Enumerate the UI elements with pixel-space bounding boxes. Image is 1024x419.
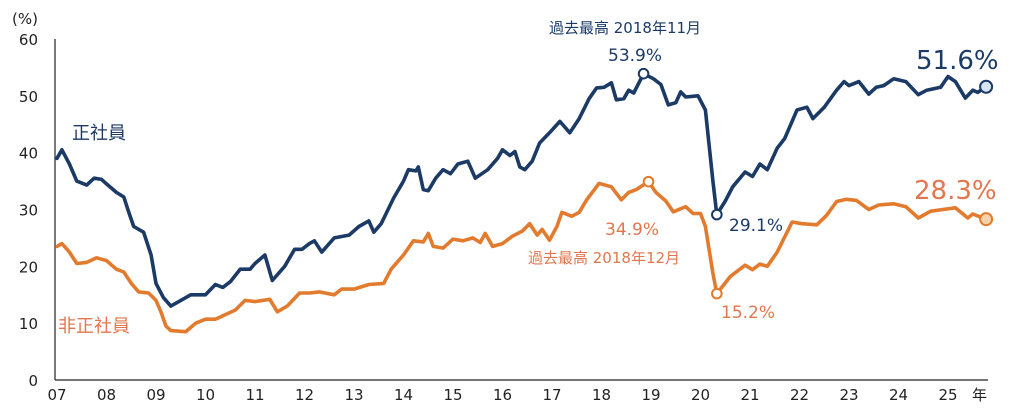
regular-series-label: 正社員 [72, 123, 126, 144]
nonregular-series-label: 非正社員 [58, 316, 130, 337]
regular-peak-caption: 過去最高 2018年11月 [549, 19, 701, 37]
regular-series-line [55, 71, 988, 308]
data-point-marker [711, 287, 723, 300]
regular-peak-value: 53.9% [608, 46, 662, 66]
y-tick-label: 10 [19, 315, 38, 333]
x-tick-label: 08 [97, 386, 116, 404]
x-tick-label: 15 [443, 386, 462, 404]
x-tick-label: 10 [196, 386, 215, 404]
x-tick-label: 13 [344, 386, 363, 404]
x-axis-unit: 年 [972, 386, 987, 404]
x-tick-label: 17 [542, 386, 561, 404]
x-tick-label: 19 [641, 386, 660, 404]
x-tick-label: 24 [889, 386, 908, 404]
y-tick-label: 40 [19, 145, 38, 163]
x-tick-label: 11 [245, 386, 264, 404]
nonregular-peak-value: 34.9% [605, 220, 659, 240]
x-tick-label: 18 [592, 386, 611, 404]
x-tick-label: 07 [47, 386, 66, 404]
y-axis-ticks: 0 10 20 30 40 50 60 [19, 31, 38, 390]
x-tick-label: 12 [295, 386, 314, 404]
x-tick-label: 21 [740, 386, 759, 404]
data-point-marker [979, 212, 994, 227]
nonregular-peak-caption: 過去最高 2018年12月 [528, 249, 680, 267]
data-point-marker [637, 67, 650, 80]
y-tick-label: 50 [19, 88, 38, 106]
data-point-marker [979, 79, 994, 94]
x-tick-label: 16 [493, 386, 512, 404]
y-tick-label: 20 [19, 258, 38, 276]
x-tick-label: 25 [938, 386, 957, 404]
y-tick-label: 60 [19, 31, 38, 49]
nonregular-latest-value: 28.3% [914, 176, 997, 206]
nonregular-series-line [55, 179, 988, 334]
x-tick-label: 20 [691, 386, 710, 404]
x-tick-label: 14 [394, 386, 413, 404]
x-tick-label: 22 [790, 386, 809, 404]
regular-latest-value: 51.6% [916, 46, 999, 76]
regular-trough-value: 29.1% [729, 216, 783, 236]
y-tick-label: 30 [19, 202, 38, 220]
y-tick-label: 0 [28, 372, 38, 390]
data-point-marker [642, 175, 655, 188]
nonregular-trough-value: 15.2% [721, 303, 775, 323]
data-point-marker [711, 208, 723, 221]
y-axis-unit: (%) [12, 10, 38, 28]
x-axis-ticks: 07 08 09 10 11 12 13 14 15 16 17 18 19 20 21 22 23 24 25 [47, 386, 957, 404]
x-tick-label: 09 [146, 386, 165, 404]
x-tick-label: 23 [839, 386, 858, 404]
